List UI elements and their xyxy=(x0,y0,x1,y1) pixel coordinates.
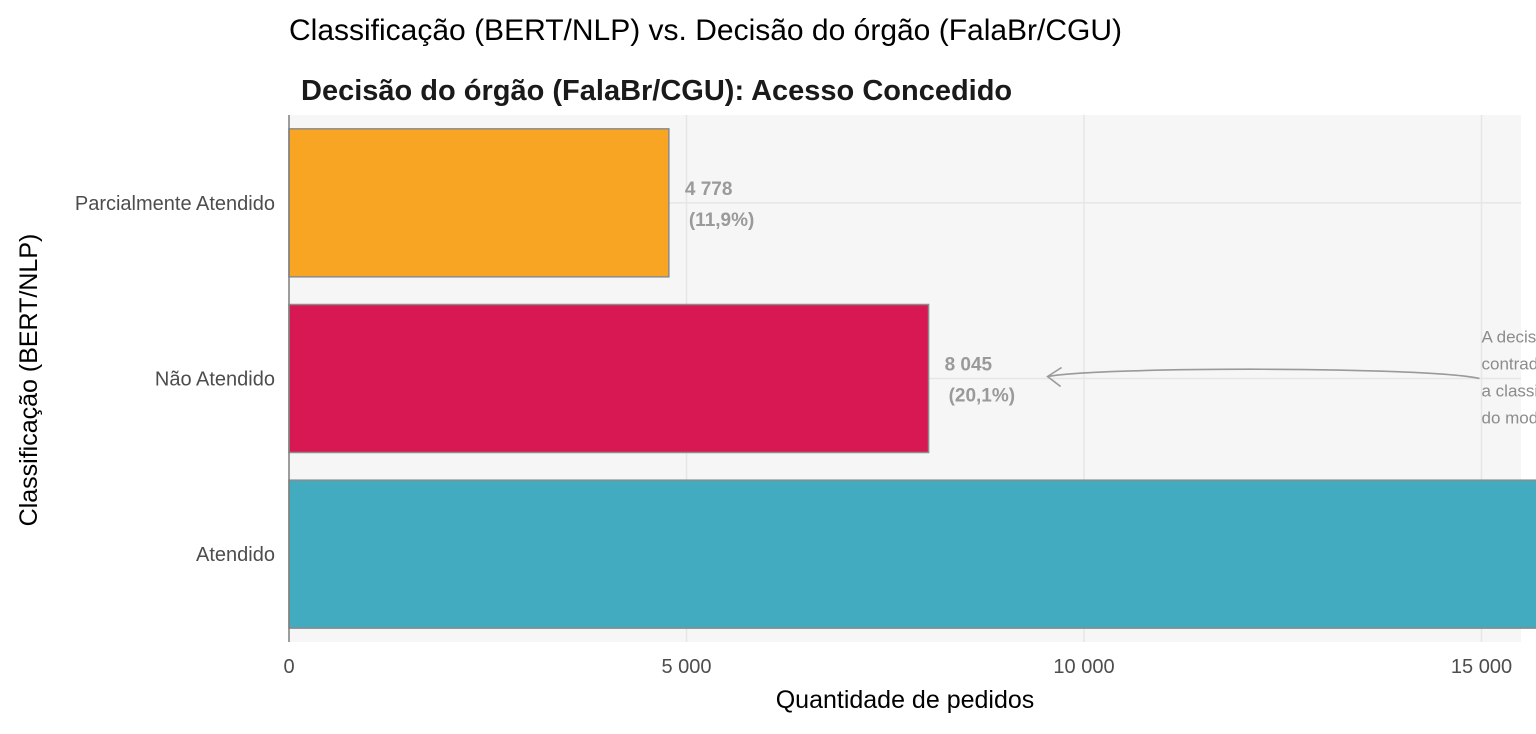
x-tick-label: 0 xyxy=(283,656,294,678)
chart-title: Classificação (BERT/NLP) vs. Decisão do … xyxy=(289,14,1122,47)
y-axis-title: Classificação (BERT/NLP) xyxy=(15,234,43,527)
annotation-text-line: A decisão do órgão xyxy=(1482,328,1536,347)
annotation-text-line: contradiz xyxy=(1482,355,1536,374)
panel-title: Decisão do órgão (FalaBr/CGU): Acesso Co… xyxy=(301,75,1012,107)
y-tick-label: Parcialmente Atendido xyxy=(75,193,275,215)
bar xyxy=(289,305,929,453)
bar xyxy=(289,129,669,277)
data-label-count: 8 045 xyxy=(945,355,993,376)
x-axis-title: Quantidade de pedidos xyxy=(776,686,1035,714)
bar xyxy=(289,480,1536,628)
data-label-percent: (11,9%) xyxy=(689,210,754,231)
x-tick-label: 5 000 xyxy=(661,656,711,678)
x-tick-label: 10 000 xyxy=(1053,656,1114,678)
x-tick-label: 15 000 xyxy=(1451,656,1512,678)
data-label-count: 4 778 xyxy=(685,179,733,200)
data-label-percent: (20,1%) xyxy=(949,386,1016,407)
y-tick-label: Não Atendido xyxy=(155,369,275,391)
annotation-text-line: do modelo BERT xyxy=(1482,409,1536,428)
y-tick-label: Atendido xyxy=(196,544,275,566)
annotation-text-line: a classificação xyxy=(1482,382,1536,401)
y-axis-ticks: Parcialmente Atendido Não Atendido Atendid… xyxy=(75,193,275,566)
